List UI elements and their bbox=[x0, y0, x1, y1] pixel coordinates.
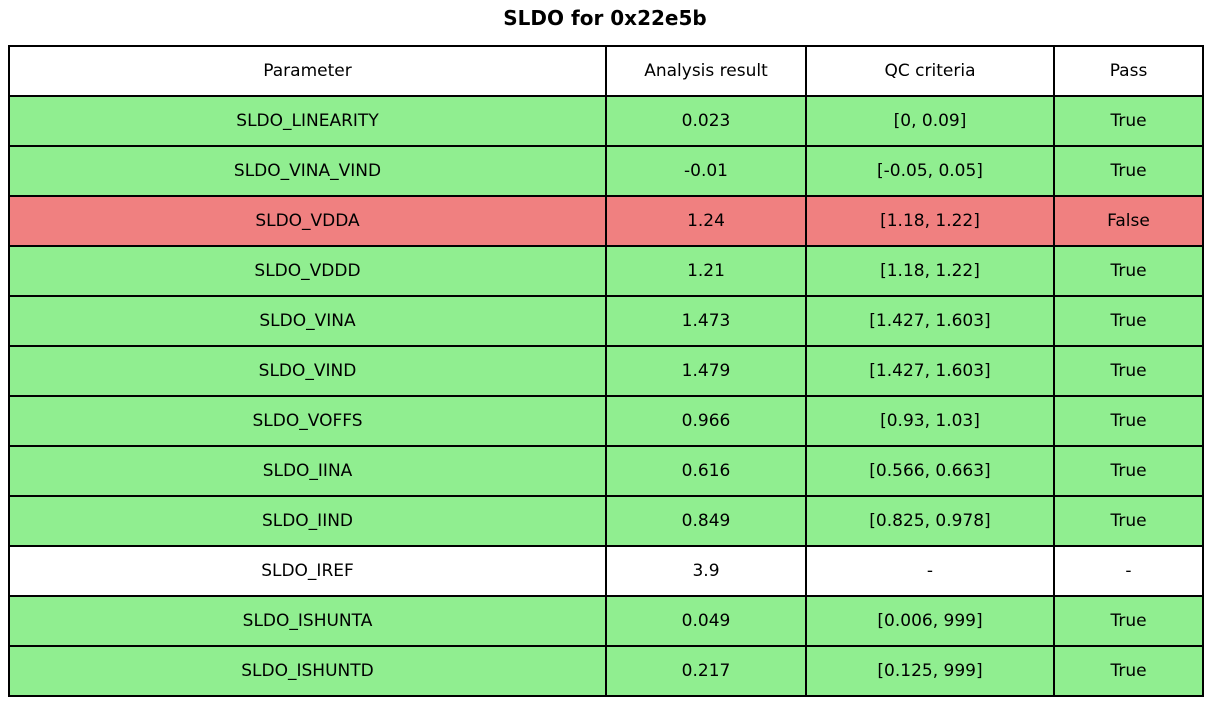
analysis-result-cell: 1.473 bbox=[605, 295, 807, 347]
table-row: SLDO_VOFFS 0.966 [0.93, 1.03] True bbox=[8, 395, 1204, 447]
pass-cell: True bbox=[1053, 345, 1204, 397]
pass-cell: True bbox=[1053, 395, 1204, 447]
pass-cell: False bbox=[1053, 195, 1204, 247]
parameter-cell: SLDO_VDDD bbox=[8, 245, 607, 297]
column-header-parameter: Parameter bbox=[8, 45, 607, 97]
parameter-cell: SLDO_VOFFS bbox=[8, 395, 607, 447]
analysis-result-cell: -0.01 bbox=[605, 145, 807, 197]
parameter-cell: SLDO_VINA_VIND bbox=[8, 145, 607, 197]
parameter-cell: SLDO_ISHUNTD bbox=[8, 645, 607, 697]
table-row: SLDO_IREF 3.9 - - bbox=[8, 545, 1204, 597]
column-header-analysis-result: Analysis result bbox=[605, 45, 807, 97]
analysis-result-cell: 1.24 bbox=[605, 195, 807, 247]
parameter-cell: SLDO_VINA bbox=[8, 295, 607, 347]
pass-cell: - bbox=[1053, 545, 1204, 597]
qc-criteria-cell: [1.18, 1.22] bbox=[805, 195, 1055, 247]
analysis-result-cell: 0.966 bbox=[605, 395, 807, 447]
qc-criteria-cell: - bbox=[805, 545, 1055, 597]
analysis-result-cell: 0.616 bbox=[605, 445, 807, 497]
pass-cell: True bbox=[1053, 595, 1204, 647]
qc-criteria-cell: [0.825, 0.978] bbox=[805, 495, 1055, 547]
table-row: SLDO_VDDA 1.24 [1.18, 1.22] False bbox=[8, 195, 1204, 247]
table-row: SLDO_IIND 0.849 [0.825, 0.978] True bbox=[8, 495, 1204, 547]
parameter-cell: SLDO_VIND bbox=[8, 345, 607, 397]
pass-cell: True bbox=[1053, 245, 1204, 297]
table-row: SLDO_ISHUNTA 0.049 [0.006, 999] True bbox=[8, 595, 1204, 647]
parameter-cell: SLDO_LINEARITY bbox=[8, 95, 607, 147]
parameter-cell: SLDO_IREF bbox=[8, 545, 607, 597]
qc-criteria-cell: [0.93, 1.03] bbox=[805, 395, 1055, 447]
pass-cell: True bbox=[1053, 295, 1204, 347]
analysis-result-cell: 0.049 bbox=[605, 595, 807, 647]
analysis-result-cell: 1.21 bbox=[605, 245, 807, 297]
analysis-result-cell: 1.479 bbox=[605, 345, 807, 397]
column-header-qc-criteria: QC criteria bbox=[805, 45, 1055, 97]
table-row: SLDO_LINEARITY 0.023 [0, 0.09] True bbox=[8, 95, 1204, 147]
table-row: SLDO_VINA 1.473 [1.427, 1.603] True bbox=[8, 295, 1204, 347]
pass-cell: True bbox=[1053, 95, 1204, 147]
analysis-result-cell: 0.217 bbox=[605, 645, 807, 697]
qc-criteria-cell: [-0.05, 0.05] bbox=[805, 145, 1055, 197]
analysis-result-cell: 3.9 bbox=[605, 545, 807, 597]
table-header-row: Parameter Analysis result QC criteria Pa… bbox=[8, 45, 1204, 97]
parameter-cell: SLDO_ISHUNTA bbox=[8, 595, 607, 647]
analysis-result-cell: 0.849 bbox=[605, 495, 807, 547]
pass-cell: True bbox=[1053, 445, 1204, 497]
table-row: SLDO_ISHUNTD 0.217 [0.125, 999] True bbox=[8, 645, 1204, 697]
qc-criteria-cell: [1.427, 1.603] bbox=[805, 345, 1055, 397]
qc-criteria-cell: [1.427, 1.603] bbox=[805, 295, 1055, 347]
qc-results-table: Parameter Analysis result QC criteria Pa… bbox=[8, 45, 1204, 697]
analysis-result-cell: 0.023 bbox=[605, 95, 807, 147]
pass-cell: True bbox=[1053, 145, 1204, 197]
parameter-cell: SLDO_IINA bbox=[8, 445, 607, 497]
column-header-pass: Pass bbox=[1053, 45, 1204, 97]
parameter-cell: SLDO_IIND bbox=[8, 495, 607, 547]
qc-criteria-cell: [0.566, 0.663] bbox=[805, 445, 1055, 497]
table-row: SLDO_VIND 1.479 [1.427, 1.603] True bbox=[8, 345, 1204, 397]
table-row: SLDO_VINA_VIND -0.01 [-0.05, 0.05] True bbox=[8, 145, 1204, 197]
parameter-cell: SLDO_VDDA bbox=[8, 195, 607, 247]
qc-criteria-cell: [0.125, 999] bbox=[805, 645, 1055, 697]
pass-cell: True bbox=[1053, 645, 1204, 697]
pass-cell: True bbox=[1053, 495, 1204, 547]
table-row: SLDO_VDDD 1.21 [1.18, 1.22] True bbox=[8, 245, 1204, 297]
page-title: SLDO for 0x22e5b bbox=[503, 6, 707, 30]
qc-criteria-cell: [1.18, 1.22] bbox=[805, 245, 1055, 297]
qc-criteria-cell: [0.006, 999] bbox=[805, 595, 1055, 647]
table-row: SLDO_IINA 0.616 [0.566, 0.663] True bbox=[8, 445, 1204, 497]
qc-criteria-cell: [0, 0.09] bbox=[805, 95, 1055, 147]
